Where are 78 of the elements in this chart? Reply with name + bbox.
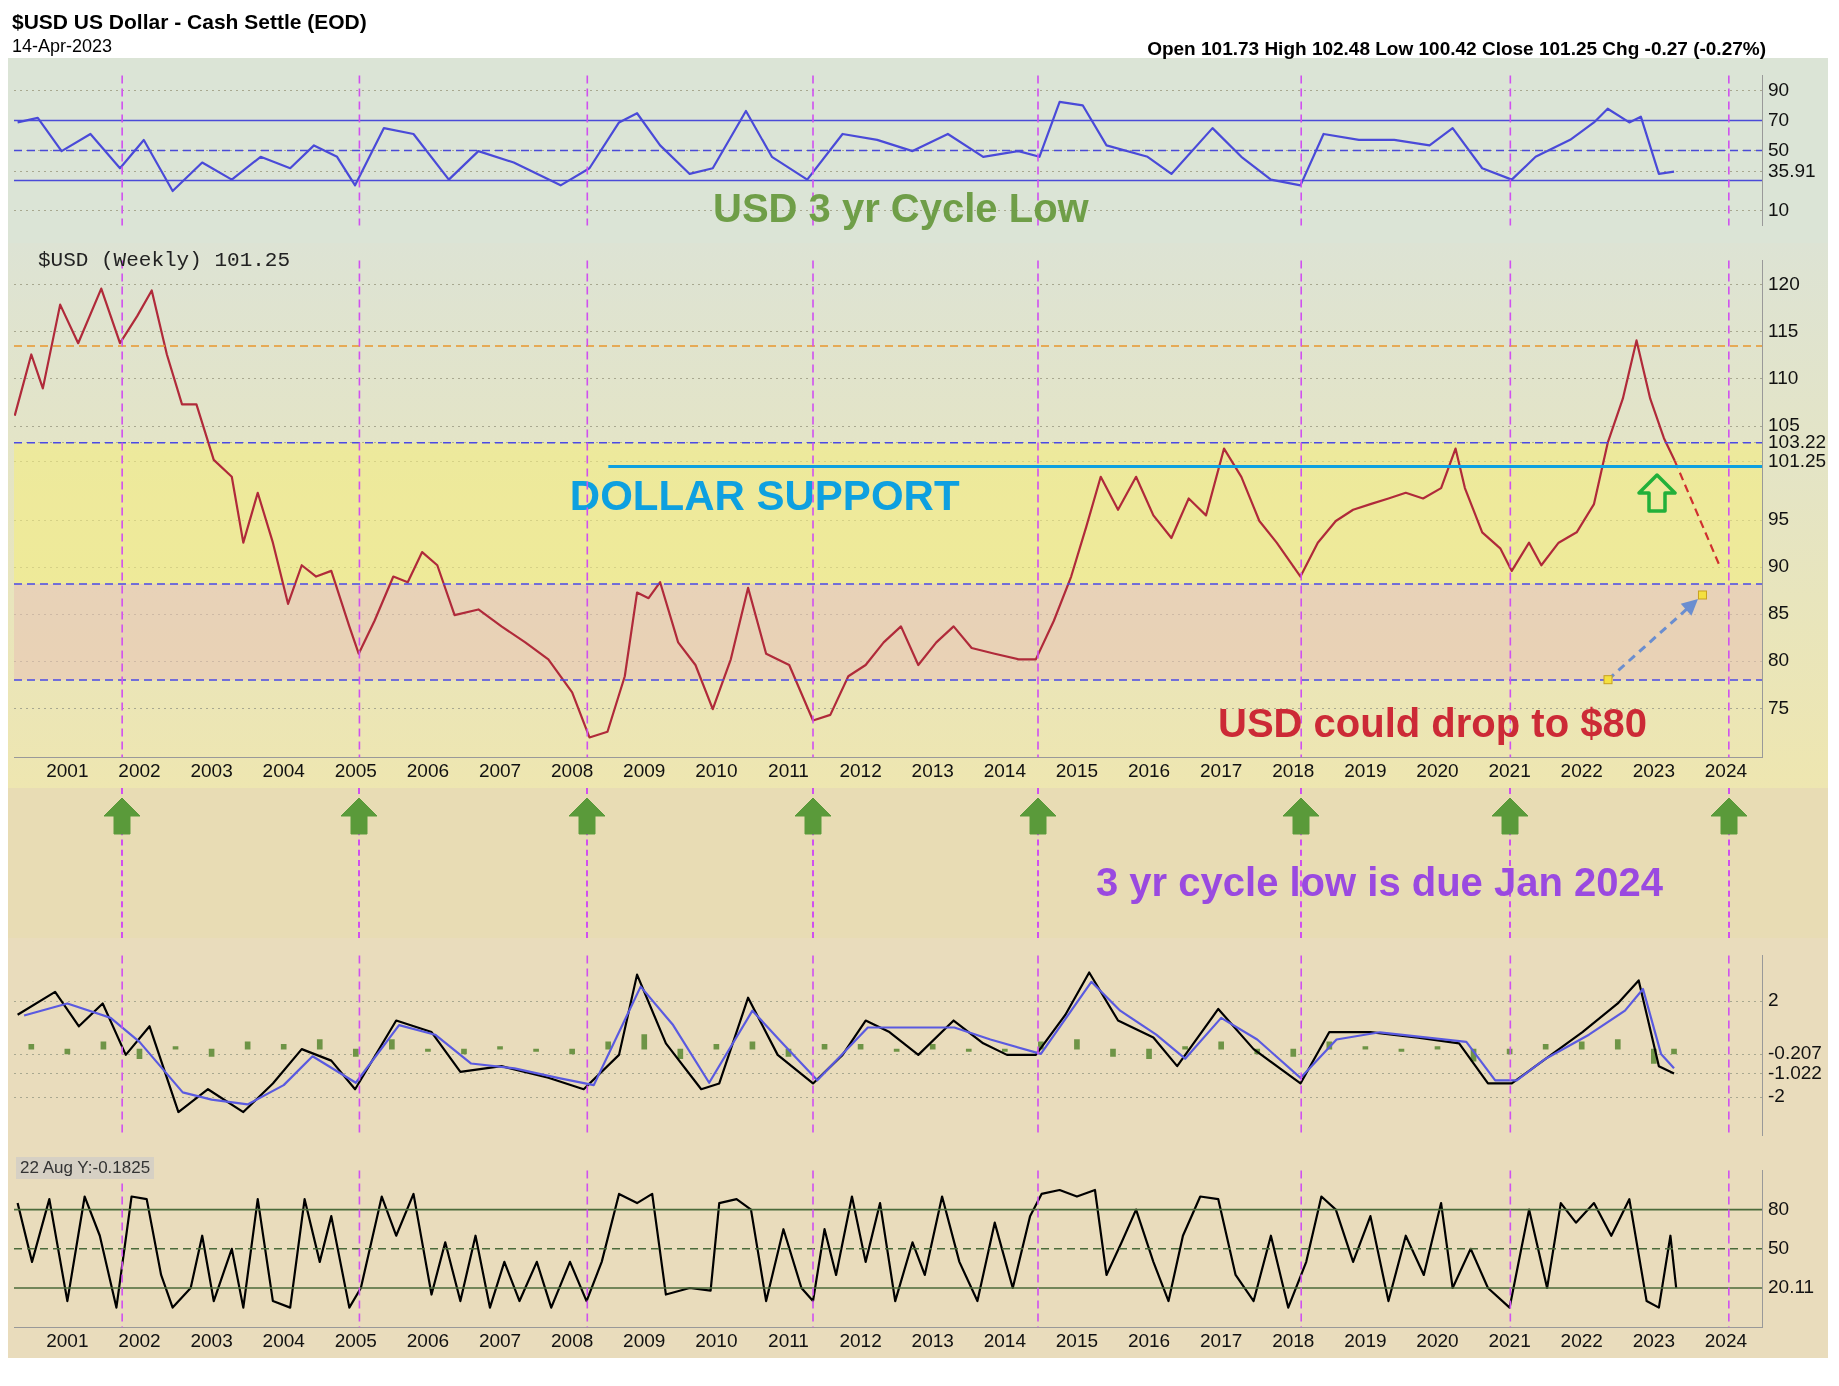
chart-title: $USD US Dollar - Cash Settle (EOD)	[12, 10, 367, 34]
x-tick-label: 2014	[983, 1329, 1027, 1351]
x-tick-label: 2004	[262, 1329, 306, 1351]
text: 3 yr cycle low is due Jan 2024	[1096, 860, 1663, 905]
y-tick-label: 10	[1768, 198, 1790, 220]
x-tick-label: 2020	[1416, 759, 1459, 781]
y-tick-label: 50	[1768, 138, 1790, 160]
y-tick-label: 90	[1768, 78, 1790, 100]
x-tick-label: 2013	[911, 759, 954, 781]
x-tick-label: 2019	[1344, 1329, 1387, 1351]
x-tick-label: 2021	[1488, 759, 1531, 781]
x-tick-label: 2023	[1632, 759, 1675, 781]
x-tick-label: 2004	[262, 759, 306, 781]
x-tick-label: 2009	[623, 759, 666, 781]
x-tick-label: 2008	[551, 759, 594, 781]
y-tick-label: 20.11	[1768, 1276, 1815, 1298]
y-tick-label: 120	[1768, 273, 1800, 295]
x-tick-label: 2022	[1560, 759, 1603, 781]
annotation: USD 3 yr Cycle Low	[713, 186, 1089, 231]
y-tick-label: 75	[1768, 696, 1790, 718]
annotation: 22 Aug Y:-0.1825	[16, 1157, 155, 1179]
x-tick-label: 2010	[695, 759, 738, 781]
x-tick-label: 2015	[1055, 1329, 1099, 1351]
x-tick-label: 2011	[768, 759, 809, 781]
x-tick-label: 2007	[478, 1329, 522, 1351]
y-tick-label: -0.207	[1768, 1042, 1822, 1064]
x-tick-label: 2023	[1632, 1329, 1675, 1351]
x-tick-label: 2012	[839, 759, 882, 781]
y-tick-label: 110	[1768, 367, 1799, 389]
x-tick-label: 2017	[1200, 759, 1243, 781]
y-tick-label: 35.91	[1768, 159, 1816, 181]
x-tick-label: 2013	[911, 1329, 954, 1351]
x-tick-label: 2016	[1127, 759, 1171, 781]
annotation: USD could drop to $80	[1218, 701, 1647, 746]
x-tick-label: 2006	[406, 1329, 450, 1351]
x-tick-label: 2017	[1200, 1329, 1243, 1351]
y-tick-label: -1.022	[1768, 1061, 1822, 1083]
chart-subtitle: 14-Apr-2023	[12, 36, 113, 57]
y-tick-label: 80	[1768, 1197, 1790, 1219]
annotation: $USD (Weekly) 101.25	[38, 249, 291, 272]
y-tick-label: 115	[1768, 320, 1799, 342]
x-tick-label: 2005	[334, 1329, 377, 1351]
x-tick-label: 2003	[190, 759, 233, 781]
x-tick-label: 2009	[623, 1329, 666, 1351]
y-tick-label: 70	[1768, 108, 1790, 130]
ref-line-label: DOLLAR SUPPORT	[569, 472, 960, 520]
y-tick-label: -2	[1768, 1085, 1785, 1107]
y-tick-label: 80	[1768, 649, 1790, 671]
text: Open 101.73 High 102.48 Low 100.42 Close 101.25 Chg -0.27 (-0.27%)	[1147, 38, 1766, 60]
x-tick-label: 2003	[190, 1329, 233, 1351]
x-tick-label: 2002	[118, 1329, 161, 1351]
x-tick-label: 2018	[1272, 759, 1315, 781]
x-tick-label: 2001	[46, 1329, 89, 1351]
y-tick-label: 85	[1768, 602, 1790, 624]
x-tick-label: 2021	[1488, 1329, 1531, 1351]
y-tick-label: 95	[1768, 508, 1790, 530]
x-tick-label: 2022	[1560, 1329, 1603, 1351]
y-tick-label: 2	[1768, 989, 1779, 1011]
x-tick-label: 2018	[1272, 1329, 1315, 1351]
y-tick-label: 90	[1768, 555, 1790, 577]
x-tick-label: 2007	[478, 759, 522, 781]
y-tick-label: 50	[1768, 1237, 1790, 1259]
x-tick-label: 2014	[983, 759, 1027, 781]
x-tick-label: 2001	[46, 759, 89, 781]
x-tick-label: 2006	[406, 759, 450, 781]
x-tick-label: 2020	[1416, 1329, 1459, 1351]
x-tick-label: 2024	[1704, 1329, 1748, 1351]
x-tick-label: 2010	[695, 1329, 738, 1351]
x-tick-label: 2019	[1344, 759, 1387, 781]
x-tick-label: 2015	[1055, 759, 1099, 781]
x-tick-label: 2005	[334, 759, 377, 781]
x-tick-label: 2012	[839, 1329, 882, 1351]
x-tick-label: 2024	[1704, 759, 1748, 781]
x-tick-label: 2002	[118, 759, 161, 781]
x-tick-label: 2008	[551, 1329, 594, 1351]
x-tick-label: 2016	[1127, 1329, 1171, 1351]
y-tick-label: 101.25	[1768, 449, 1827, 471]
x-tick-label: 2011	[768, 1329, 809, 1351]
